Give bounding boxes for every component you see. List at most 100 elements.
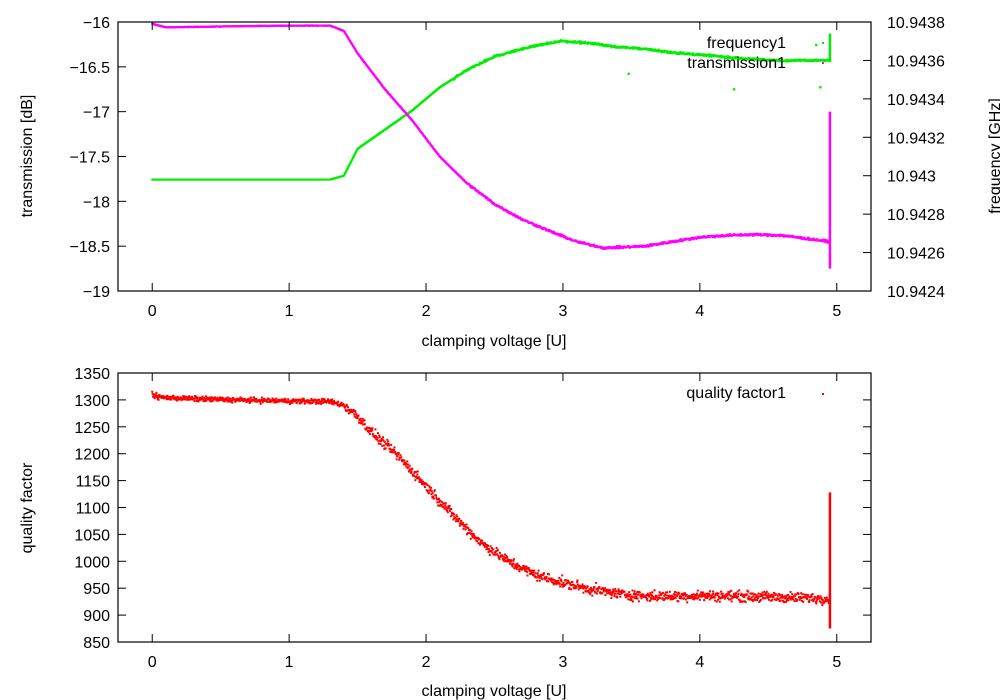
- data-point: [817, 595, 820, 598]
- data-point: [403, 459, 406, 462]
- data-point: [537, 569, 540, 572]
- data-point: [459, 522, 462, 525]
- data-point: [529, 572, 532, 575]
- data-point: [490, 547, 493, 550]
- data-point: [803, 236, 806, 239]
- data-point: [182, 395, 185, 398]
- data-point: [772, 596, 775, 599]
- data-point: [229, 397, 232, 400]
- data-point: [695, 237, 698, 240]
- data-point: [525, 565, 528, 568]
- data-point: [351, 43, 354, 46]
- data-point: [368, 433, 371, 436]
- data-point: [815, 599, 818, 602]
- data-point: [416, 470, 419, 473]
- data-point: [760, 58, 763, 61]
- data-point: [626, 595, 629, 598]
- data-point: [479, 539, 482, 542]
- data-point: [693, 596, 696, 599]
- data-point: [823, 239, 826, 242]
- data-point: [395, 453, 398, 456]
- legend-swatch: [822, 393, 824, 395]
- data-point: [205, 399, 208, 402]
- data-point: [202, 398, 205, 401]
- data-point: [561, 585, 564, 588]
- data-point: [660, 592, 663, 595]
- data-point: [811, 592, 814, 595]
- data-point: [351, 411, 354, 414]
- data-point: [712, 592, 715, 595]
- data-point: [218, 396, 221, 399]
- data-point: [368, 429, 371, 432]
- data-point: [653, 598, 656, 601]
- data-point: [455, 514, 458, 517]
- data-point: [634, 593, 637, 596]
- data-point: [287, 398, 290, 401]
- bottom-plot-frame: [117, 372, 872, 643]
- data-point: [155, 396, 158, 399]
- data-point: [325, 401, 328, 404]
- data-point: [513, 567, 516, 570]
- data-point: [776, 594, 779, 597]
- data-point: [344, 405, 347, 408]
- data-point: [371, 429, 374, 432]
- data-point: [624, 596, 627, 599]
- data-point: [357, 414, 360, 417]
- data-point: [415, 475, 418, 478]
- data-point: [412, 473, 415, 476]
- data-point: [216, 399, 219, 402]
- data-point: [734, 595, 737, 598]
- data-point: [498, 556, 501, 559]
- data-point: [609, 591, 612, 594]
- data-point: [581, 585, 584, 588]
- data-point: [604, 587, 607, 590]
- top-y2-axis-ticks: 10.943810.943610.943410.943210.94310.942…: [863, 15, 945, 301]
- data-point: [396, 454, 399, 457]
- data-point: [227, 399, 230, 402]
- data-point: [382, 439, 385, 442]
- data-point: [576, 580, 579, 583]
- data-point: [520, 48, 523, 51]
- data-point: [407, 466, 410, 469]
- data-point: [740, 56, 743, 59]
- data-point: [761, 591, 764, 594]
- data-point: [508, 559, 511, 562]
- data-point: [578, 241, 581, 244]
- data-point: [465, 523, 468, 526]
- data-point: [576, 579, 579, 582]
- data-point: [673, 590, 676, 593]
- data-point: [310, 397, 313, 400]
- data-point: [169, 398, 172, 401]
- data-point: [444, 504, 447, 507]
- data-point: [225, 398, 228, 401]
- data-point: [280, 398, 283, 401]
- data-point: [515, 567, 518, 570]
- data-point: [561, 574, 564, 577]
- data-point: [794, 597, 797, 600]
- data-point: [493, 56, 496, 59]
- data-point: [407, 470, 410, 473]
- data-point: [448, 504, 451, 507]
- data-point: [378, 436, 381, 439]
- data-point: [425, 482, 428, 485]
- data-point: [645, 593, 648, 596]
- top-legend: frequency1 transmission1: [687, 35, 824, 72]
- data-point: [722, 596, 725, 599]
- data-point: [505, 554, 508, 557]
- data-point: [356, 417, 359, 420]
- data-point: [550, 577, 553, 580]
- data-point: [172, 394, 175, 397]
- data-point: [629, 598, 632, 601]
- data-point: [773, 592, 776, 595]
- data-point: [826, 241, 829, 244]
- data-point: [601, 587, 604, 590]
- data-point: [610, 597, 613, 600]
- data-point: [181, 397, 184, 400]
- data-point: [732, 593, 735, 596]
- data-point: [781, 596, 784, 599]
- data-point: [224, 397, 227, 400]
- data-point: [644, 595, 647, 598]
- data-point: [676, 593, 679, 596]
- data-point: [455, 518, 458, 521]
